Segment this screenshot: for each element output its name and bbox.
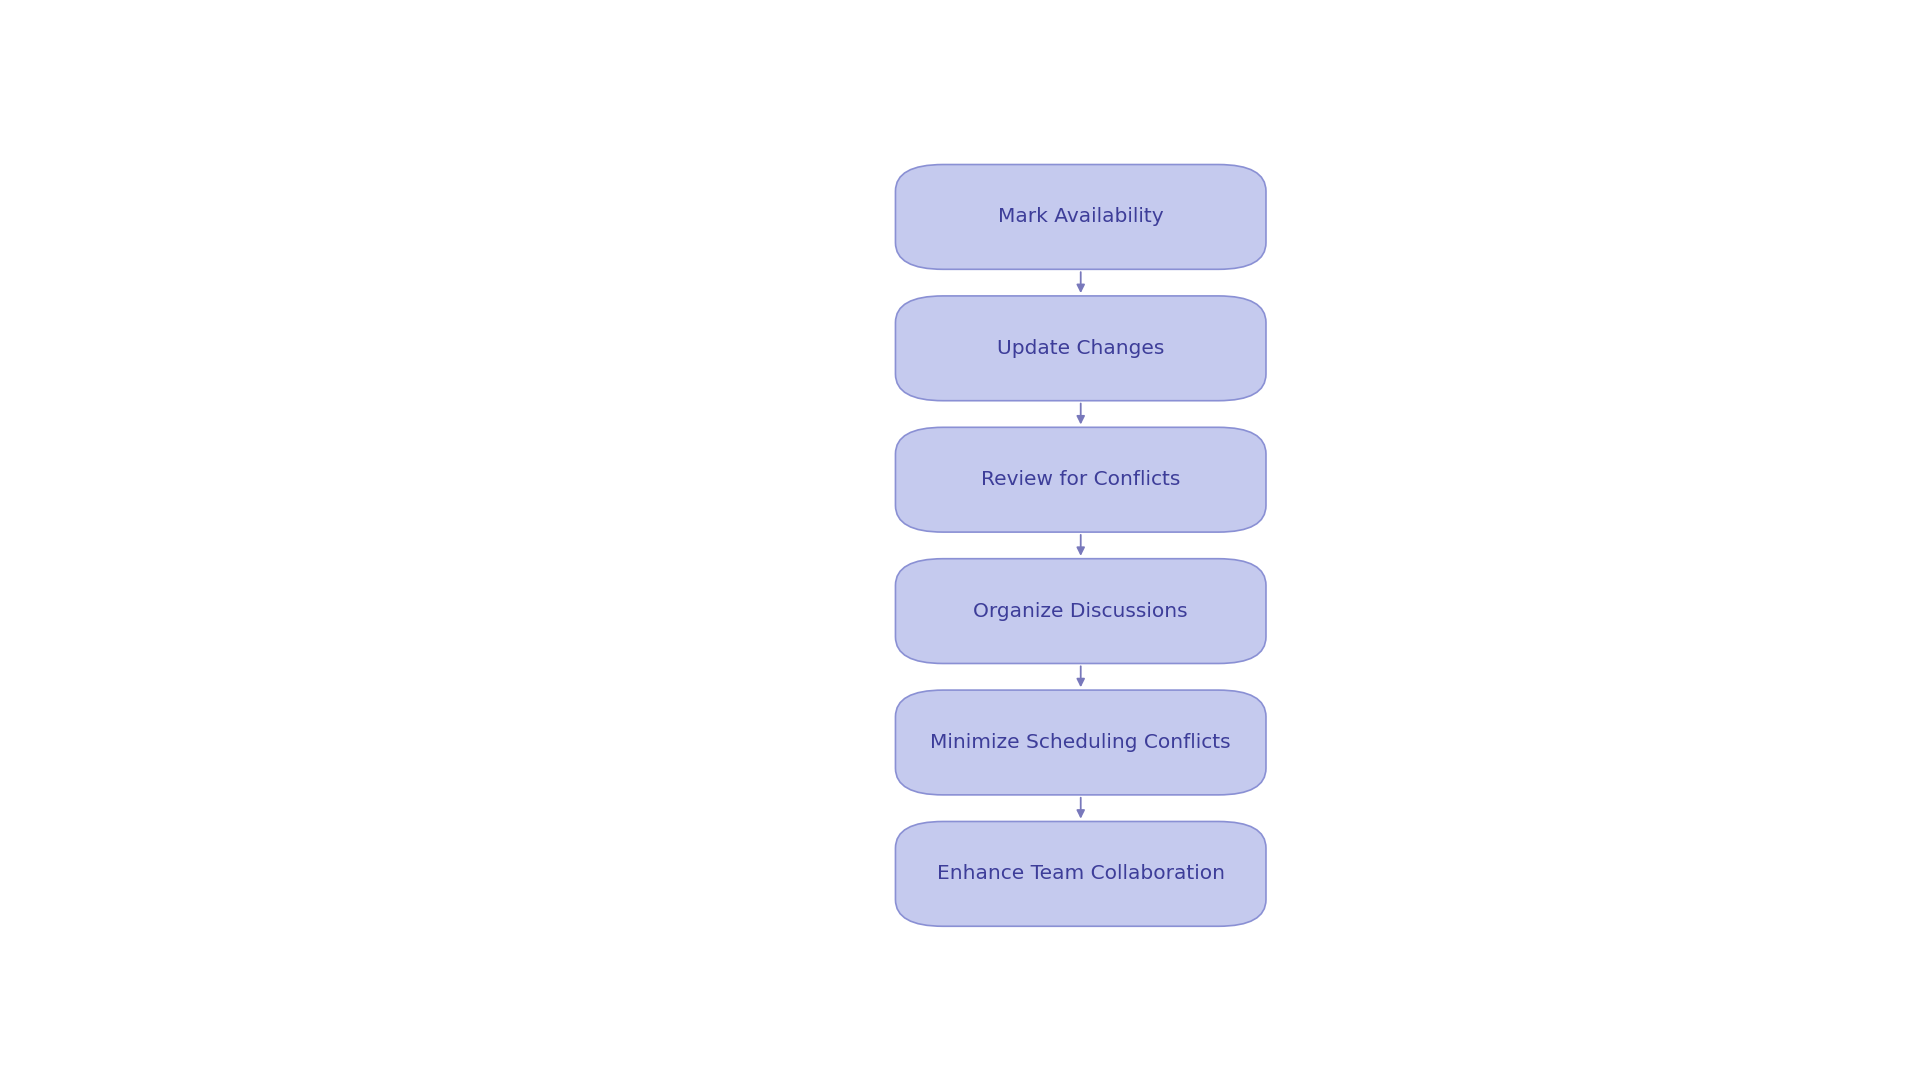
FancyBboxPatch shape xyxy=(895,296,1265,401)
FancyBboxPatch shape xyxy=(895,558,1265,663)
Text: Organize Discussions: Organize Discussions xyxy=(973,602,1188,621)
FancyBboxPatch shape xyxy=(895,164,1265,269)
FancyBboxPatch shape xyxy=(895,822,1265,927)
Text: Update Changes: Update Changes xyxy=(996,339,1164,357)
Text: Minimize Scheduling Conflicts: Minimize Scheduling Conflicts xyxy=(931,733,1231,752)
Text: Review for Conflicts: Review for Conflicts xyxy=(981,470,1181,489)
FancyBboxPatch shape xyxy=(895,690,1265,795)
Text: Mark Availability: Mark Availability xyxy=(998,207,1164,227)
FancyBboxPatch shape xyxy=(895,428,1265,532)
Text: Enhance Team Collaboration: Enhance Team Collaboration xyxy=(937,864,1225,883)
